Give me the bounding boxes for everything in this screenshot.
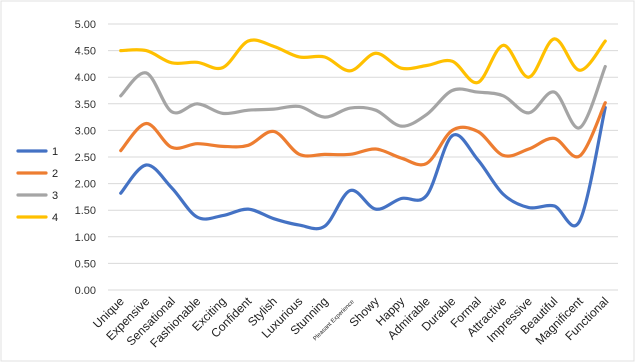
- legend-label: 1: [52, 146, 58, 158]
- x-category-label: Showy: [346, 294, 381, 329]
- y-tick-label: 2.50: [75, 152, 96, 164]
- series-line-2: [119, 101, 607, 167]
- legend: 1 2 3 4: [16, 146, 58, 224]
- y-axis-tick-labels: 0.00 0.50 1.00 1.50 2.00 2.50 3.00 3.50 4.00 4.50…: [75, 19, 96, 297]
- y-tick-label: 0.50: [75, 258, 96, 270]
- y-tick-label: 3.00: [75, 125, 96, 137]
- y-tick-label: 1.50: [75, 205, 96, 217]
- x-axis-category-labels: UniqueExpensiveSensationalFashionableExc…: [90, 294, 611, 351]
- y-tick-label: 3.50: [75, 99, 96, 111]
- y-tick-label: 4.50: [75, 46, 96, 58]
- series-lines: [119, 37, 607, 231]
- legend-label: 4: [52, 212, 58, 224]
- series-line-1: [119, 105, 607, 231]
- y-tick-label: 0.00: [75, 285, 96, 297]
- series-line-3: [119, 64, 607, 130]
- y-tick-label: 2.00: [75, 179, 96, 191]
- legend-label: 2: [52, 168, 58, 180]
- legend-label: 3: [52, 190, 58, 202]
- y-tick-label: 5.00: [75, 19, 96, 31]
- y-tick-label: 1.00: [75, 232, 96, 244]
- series-line-4: [119, 37, 607, 85]
- y-tick-label: 4.00: [75, 72, 96, 84]
